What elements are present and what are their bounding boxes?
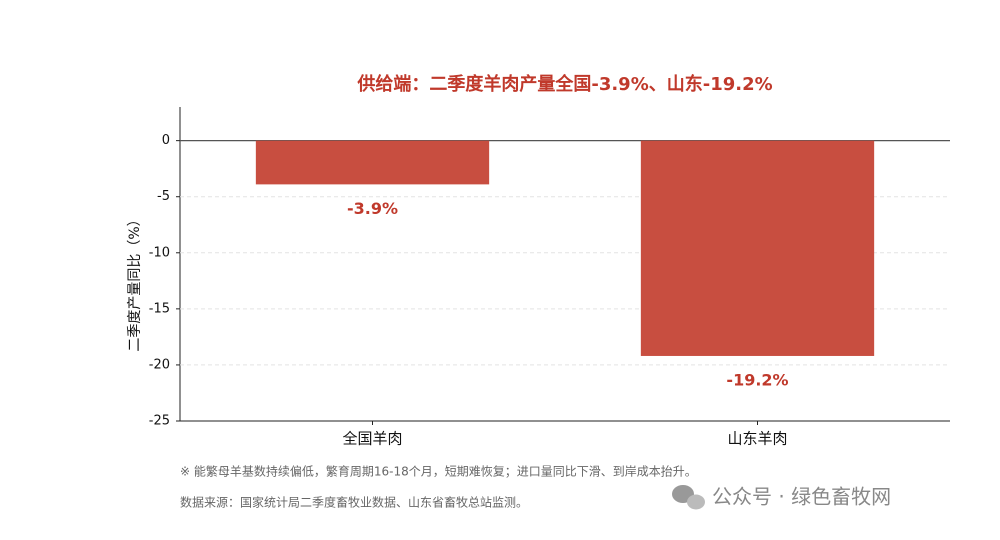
y-tick-label: -20 [149, 357, 170, 372]
y-tick-label: -25 [149, 414, 170, 429]
y-tick-label: -10 [149, 245, 170, 260]
source-note: 数据来源：国家统计局二季度畜牧业数据、山东省畜牧总站监测。 [180, 495, 528, 510]
y-tick-label: -15 [149, 301, 170, 316]
y-tick-label: 0 [162, 133, 170, 148]
note: ※ 能繁母羊基数持续偏低，繁育周期16-18个月，短期难恢复；进口量同比下滑、到… [180, 464, 697, 479]
bar [255, 140, 490, 185]
y-axis-label: 二季度产量同比（%） [127, 212, 143, 351]
value-label: -19.2% [726, 370, 788, 389]
x-tick-label: 山东羊肉 [727, 430, 787, 448]
y-tick-label: -5 [157, 189, 170, 204]
wechat-icon [672, 485, 705, 510]
value-label: -3.9% [347, 199, 398, 218]
watermark: 公众号 · 绿色畜牧网 [712, 485, 891, 509]
x-tick-label: 全国羊肉 [342, 430, 402, 448]
chart-title: 供给端：二季度羊肉产量全国-3.9%、山东-19.2% [356, 73, 772, 95]
bar [640, 140, 875, 356]
